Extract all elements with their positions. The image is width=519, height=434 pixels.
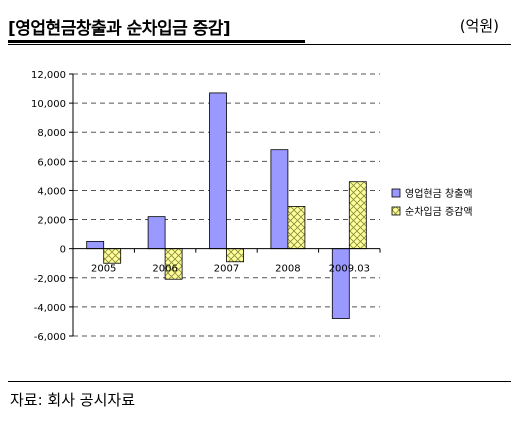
bar-series2-2005 — [103, 248, 122, 264]
x-tick-label: 2007 — [214, 264, 239, 275]
y-tick-label: -6,000 — [34, 332, 66, 343]
bar-series1-2006 — [147, 216, 166, 250]
bar-series1-2007 — [209, 92, 227, 250]
bar-series1-2008 — [270, 149, 289, 250]
bar-series2-2007 — [226, 248, 244, 263]
bottom-divider — [8, 381, 511, 382]
y-tick-label: 6,000 — [37, 157, 66, 168]
x-tick-label: 2006 — [152, 264, 177, 275]
x-axis-labels: 2005 2006 2007 2008 2009.03 — [72, 248, 381, 275]
source-note: 자료: 회사 공시자료 — [10, 391, 135, 409]
x-tick-label: 2005 — [91, 264, 116, 275]
top-divider — [8, 44, 511, 45]
y-tick-label: -2,000 — [34, 274, 66, 285]
legend-swatch — [391, 206, 401, 216]
y-tick-label: -4,000 — [34, 303, 66, 314]
y-tick-label: 0 — [60, 245, 66, 256]
title-underline — [8, 40, 305, 43]
x-tick-label: 2008 — [275, 264, 300, 275]
y-tick-label: 4,000 — [37, 186, 66, 197]
y-axis-ticks: -6,000 -4,000 -2,000 0 2,000 4,000 6,000 8,000 1… — [31, 70, 74, 343]
bar-series2-2009.03 — [348, 181, 367, 250]
y-tick-label: 12,000 — [31, 70, 66, 81]
legend-label: 영업현금 창출액 — [405, 187, 473, 200]
unit-label: (억원) — [459, 17, 499, 35]
bar-chart: -6,000 -4,000 -2,000 0 2,000 4,000 6,000 8,000 1… — [31, 70, 473, 343]
y-tick-label: 2,000 — [37, 216, 66, 227]
y-tick-label: 8,000 — [37, 128, 66, 139]
legend-label: 순차입금 증감액 — [405, 205, 473, 218]
bar-series1-2009.03 — [331, 248, 350, 319]
page-title: [영업현금창출과 순차입금 증감] — [8, 19, 231, 39]
bar-series1-2005 — [86, 240, 105, 250]
legend-swatch — [391, 188, 401, 198]
x-tick-label: 2009.03 — [329, 264, 370, 275]
y-tick-label: 10,000 — [31, 99, 66, 110]
bars — [86, 92, 367, 319]
bar-series2-2008 — [287, 206, 306, 250]
